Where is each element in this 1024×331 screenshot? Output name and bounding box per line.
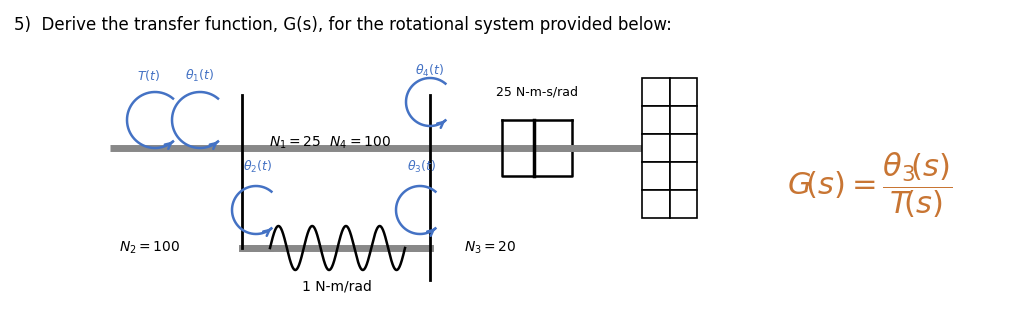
- Text: 5)  Derive the transfer function, G(s), for the rotational system provided below: 5) Derive the transfer function, G(s), f…: [14, 16, 672, 34]
- Bar: [642, 134, 670, 162]
- Bar: [670, 78, 697, 106]
- Bar: [670, 106, 697, 134]
- Text: $\theta_4(t)$: $\theta_4(t)$: [416, 63, 444, 79]
- Bar: [670, 134, 697, 162]
- Text: $N_2 = 100$: $N_2 = 100$: [119, 240, 180, 256]
- Text: $N_3 = 20$: $N_3 = 20$: [464, 240, 516, 256]
- Text: 1 N-m/rad: 1 N-m/rad: [302, 280, 372, 294]
- Text: 25 N-m-s/rad: 25 N-m-s/rad: [496, 85, 578, 98]
- Text: $\theta_1(t)$: $\theta_1(t)$: [185, 68, 215, 84]
- Bar: [670, 190, 697, 218]
- Text: $N_1 = 25$  $N_4 = 100$: $N_1 = 25$ $N_4 = 100$: [269, 135, 391, 151]
- Bar: [670, 162, 697, 190]
- Text: $\theta_2(t)$: $\theta_2(t)$: [244, 159, 272, 175]
- Bar: [642, 190, 670, 218]
- Bar: [642, 162, 670, 190]
- Text: $G\!\left(s\right)=\dfrac{\theta_3\!\left(s\right)}{T\!\left(s\right)}$: $G\!\left(s\right)=\dfrac{\theta_3\!\lef…: [787, 150, 952, 220]
- Bar: [642, 78, 670, 106]
- Bar: [642, 106, 670, 134]
- Text: $T(t)$: $T(t)$: [137, 68, 161, 83]
- Text: $\theta_3(t)$: $\theta_3(t)$: [408, 159, 436, 175]
